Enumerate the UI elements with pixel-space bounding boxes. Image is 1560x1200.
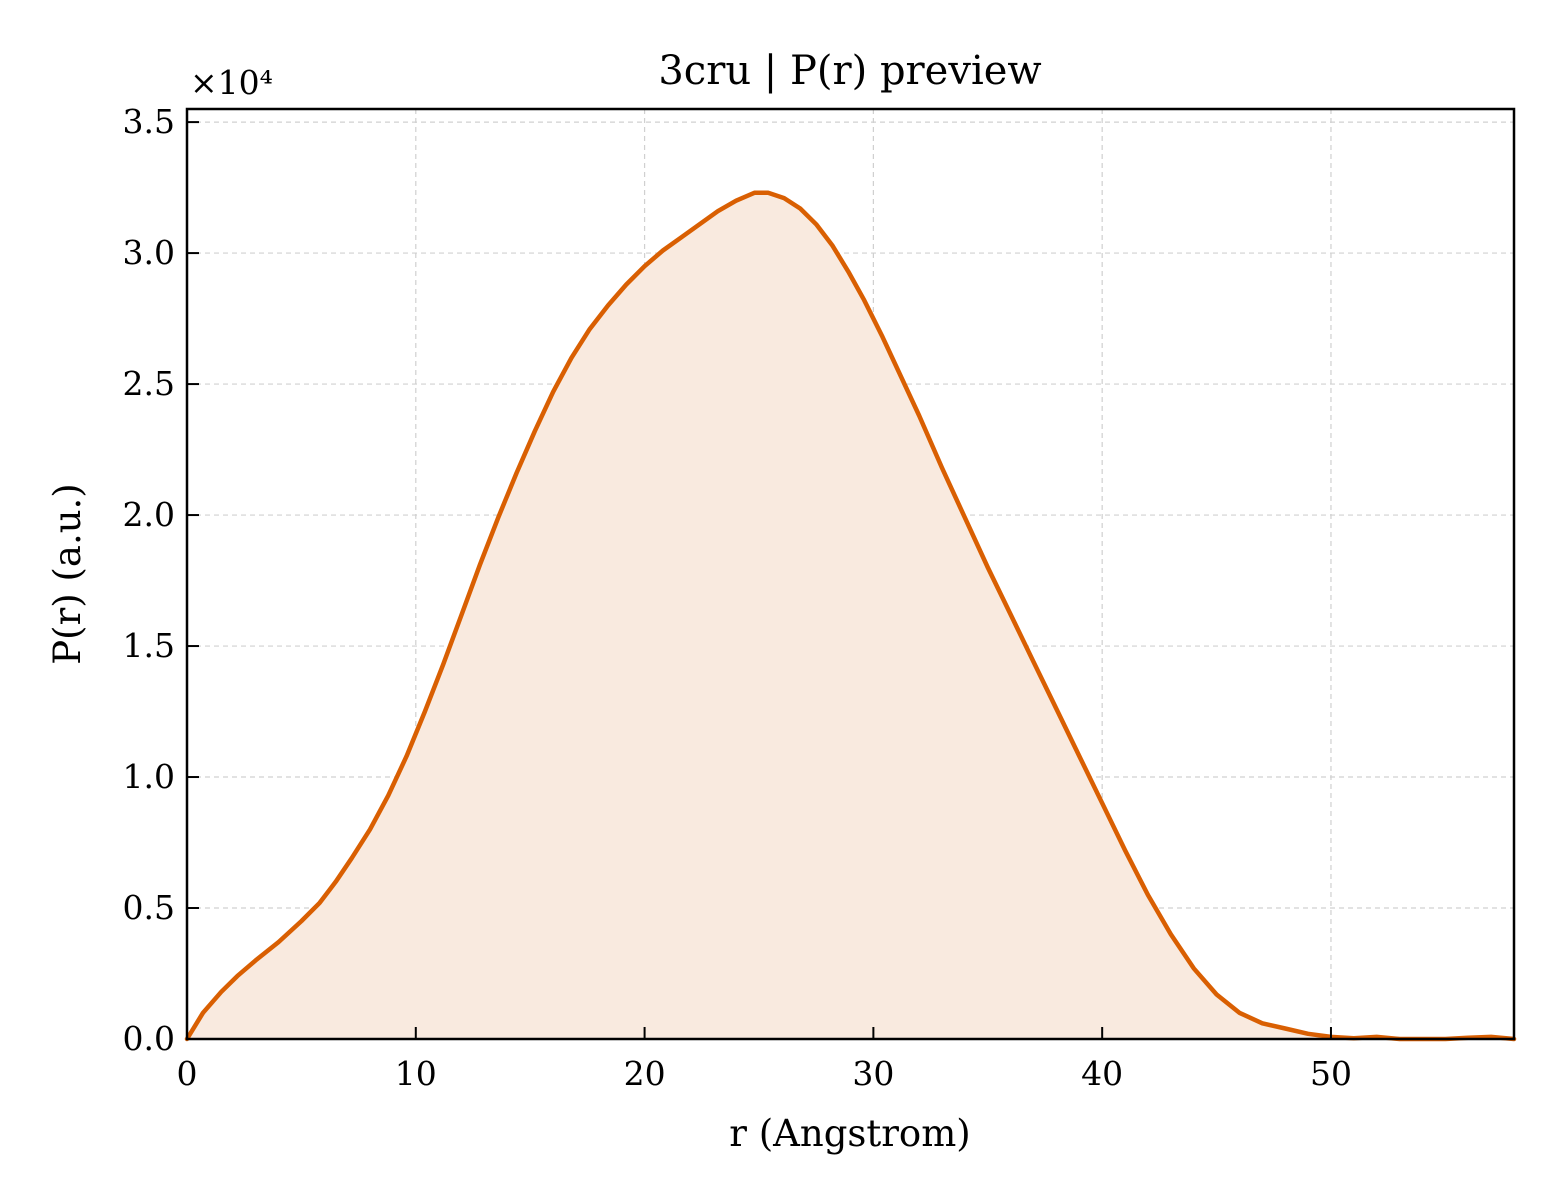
x-tick-label: 20 <box>624 1054 666 1093</box>
x-axis-label: r (Angstrom) <box>729 1112 970 1155</box>
pr-area-fill <box>187 192 1514 1040</box>
y-tick-label: 1.0 <box>123 757 175 796</box>
y-tick-label: 1.5 <box>123 626 175 665</box>
y-tick-label: 2.0 <box>123 495 175 534</box>
chart-title: 3cru | P(r) preview <box>658 48 1041 94</box>
y-tick-label: 3.5 <box>123 102 175 141</box>
plot-frame <box>185 107 1516 1041</box>
tick-layer: 0 10 20 30 40 50 0.0 0.5 1.0 1.5 2.0 2.5 3.0 3.5 <box>123 102 1352 1093</box>
x-tick-label: 30 <box>852 1054 894 1093</box>
y-tick-label: 0.5 <box>123 888 175 927</box>
x-tick-label: 40 <box>1081 1054 1123 1093</box>
x-tick-label: 50 <box>1310 1054 1352 1093</box>
pr-curve-line <box>184 190 1517 1042</box>
y-tick-label: 0.0 <box>123 1019 175 1058</box>
y-tick-label: 3.0 <box>123 233 175 272</box>
y-offset-label: ×10⁴ <box>190 63 273 102</box>
x-tick-label: 10 <box>395 1054 437 1093</box>
y-axis-label: P(r) (a.u.) <box>46 483 89 665</box>
y-tick-label: 2.5 <box>123 364 175 403</box>
x-tick-label: 0 <box>177 1054 198 1093</box>
